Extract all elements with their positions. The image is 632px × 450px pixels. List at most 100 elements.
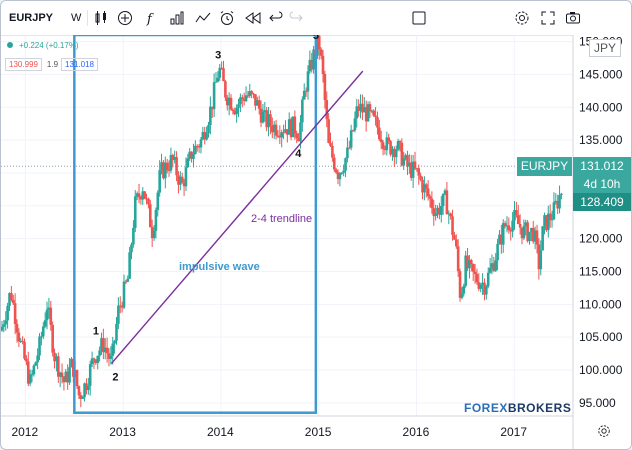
candle-up xyxy=(2,324,6,327)
candle-down xyxy=(195,145,199,147)
fullscreen-rect-icon[interactable] xyxy=(411,10,427,26)
impulsive-wave-label: impulsive wave xyxy=(179,261,260,273)
candle-up xyxy=(280,132,284,138)
candle-up xyxy=(1,326,4,331)
candle-down xyxy=(545,215,548,231)
candle-down xyxy=(15,323,19,333)
candle-down xyxy=(361,103,364,113)
chart-settings-gear-icon[interactable] xyxy=(597,424,611,438)
candle-up xyxy=(58,372,62,377)
toolbar: EURJPY W f xyxy=(1,1,631,36)
candle-down xyxy=(428,196,432,199)
redo-icon[interactable] xyxy=(288,10,304,26)
candle-up xyxy=(359,103,362,111)
candle-down xyxy=(483,282,486,295)
compare-icon[interactable] xyxy=(195,10,211,26)
candle-down xyxy=(53,352,56,362)
candle-up xyxy=(103,347,107,353)
interval-button[interactable]: W xyxy=(71,12,82,24)
svg-text:f: f xyxy=(146,12,154,26)
candle-up xyxy=(302,90,306,100)
candle-up xyxy=(126,278,130,282)
candle-down xyxy=(148,204,152,228)
candle-up xyxy=(391,148,394,155)
candle-down xyxy=(229,97,233,110)
candle-down xyxy=(516,215,520,224)
candle-down xyxy=(180,176,184,183)
wave-point-label: 1 xyxy=(93,326,99,338)
candle-up xyxy=(194,145,197,155)
candle-down xyxy=(357,106,360,111)
candle-down xyxy=(327,119,330,143)
candle-down xyxy=(378,127,381,140)
candle-down xyxy=(470,260,473,265)
candle-down xyxy=(381,142,385,149)
currency-label[interactable]: JPY xyxy=(589,39,622,57)
impulsive-wave-box[interactable] xyxy=(73,35,318,414)
candle-down xyxy=(62,377,66,383)
candle-down xyxy=(231,109,235,112)
candlestick-series xyxy=(1,35,563,408)
candle-up xyxy=(316,35,319,56)
candle-down xyxy=(432,208,436,217)
gear-icon[interactable] xyxy=(514,10,530,26)
candle-up xyxy=(312,49,315,70)
add-indicator-icon[interactable] xyxy=(117,10,133,26)
candle-down xyxy=(171,155,175,160)
candle-up xyxy=(169,155,173,171)
camera-icon[interactable] xyxy=(565,10,581,26)
candle-up xyxy=(88,364,92,386)
candle-up xyxy=(344,158,347,171)
candle-up xyxy=(6,305,9,321)
drawing-overlay: 2-4 trendline impulsive wave 1 2 3 4 5 xyxy=(73,35,364,414)
replay-icon[interactable] xyxy=(245,10,261,26)
candle-down xyxy=(165,162,169,171)
candle-down xyxy=(518,223,522,228)
candle-down xyxy=(419,175,422,180)
candle-down xyxy=(409,162,413,178)
candle-up xyxy=(70,358,73,368)
candle-up xyxy=(349,130,353,148)
candle-down xyxy=(102,338,105,353)
candle-up xyxy=(30,374,34,376)
candle-down xyxy=(310,59,314,70)
undo-icon[interactable] xyxy=(268,10,284,26)
status-dot-icon xyxy=(7,42,13,48)
candle-down xyxy=(254,94,257,106)
candle-up xyxy=(90,358,94,365)
candle-down xyxy=(269,114,272,126)
candle-up xyxy=(201,131,205,140)
candle-down xyxy=(242,99,246,101)
chart-grid xyxy=(1,35,573,416)
trendline-2-4[interactable] xyxy=(110,70,364,364)
financials-icon[interactable] xyxy=(169,10,185,26)
candle-up xyxy=(441,193,445,207)
candle-up xyxy=(460,293,464,298)
candle-up xyxy=(306,71,310,92)
candle-up xyxy=(83,383,86,398)
candle-up xyxy=(543,215,546,227)
candle-up xyxy=(111,343,115,356)
candle-up xyxy=(560,193,563,195)
candle-down xyxy=(222,68,225,82)
candles-icon[interactable] xyxy=(93,10,109,26)
price-line-badge: 128.409 xyxy=(573,193,631,211)
candle-up xyxy=(490,263,494,268)
candle-up xyxy=(511,220,514,232)
candle-up xyxy=(404,155,407,159)
y-tick-label: 100.000 xyxy=(579,363,623,377)
y-tick-label: 140.000 xyxy=(579,100,623,114)
expand-icon[interactable] xyxy=(540,10,556,26)
symbol-search-button[interactable]: EURJPY xyxy=(9,12,54,24)
alarm-clock-icon[interactable] xyxy=(219,10,235,26)
price-scale-bg xyxy=(573,35,631,449)
candle-down xyxy=(143,191,146,199)
candle-up xyxy=(558,194,561,209)
x-tick-label: 2013 xyxy=(109,425,136,439)
candle-down xyxy=(325,100,329,120)
x-tick-label: 2016 xyxy=(403,425,430,439)
candle-up xyxy=(209,106,212,126)
candle-up xyxy=(188,151,192,159)
function-icon[interactable]: f xyxy=(143,10,159,26)
